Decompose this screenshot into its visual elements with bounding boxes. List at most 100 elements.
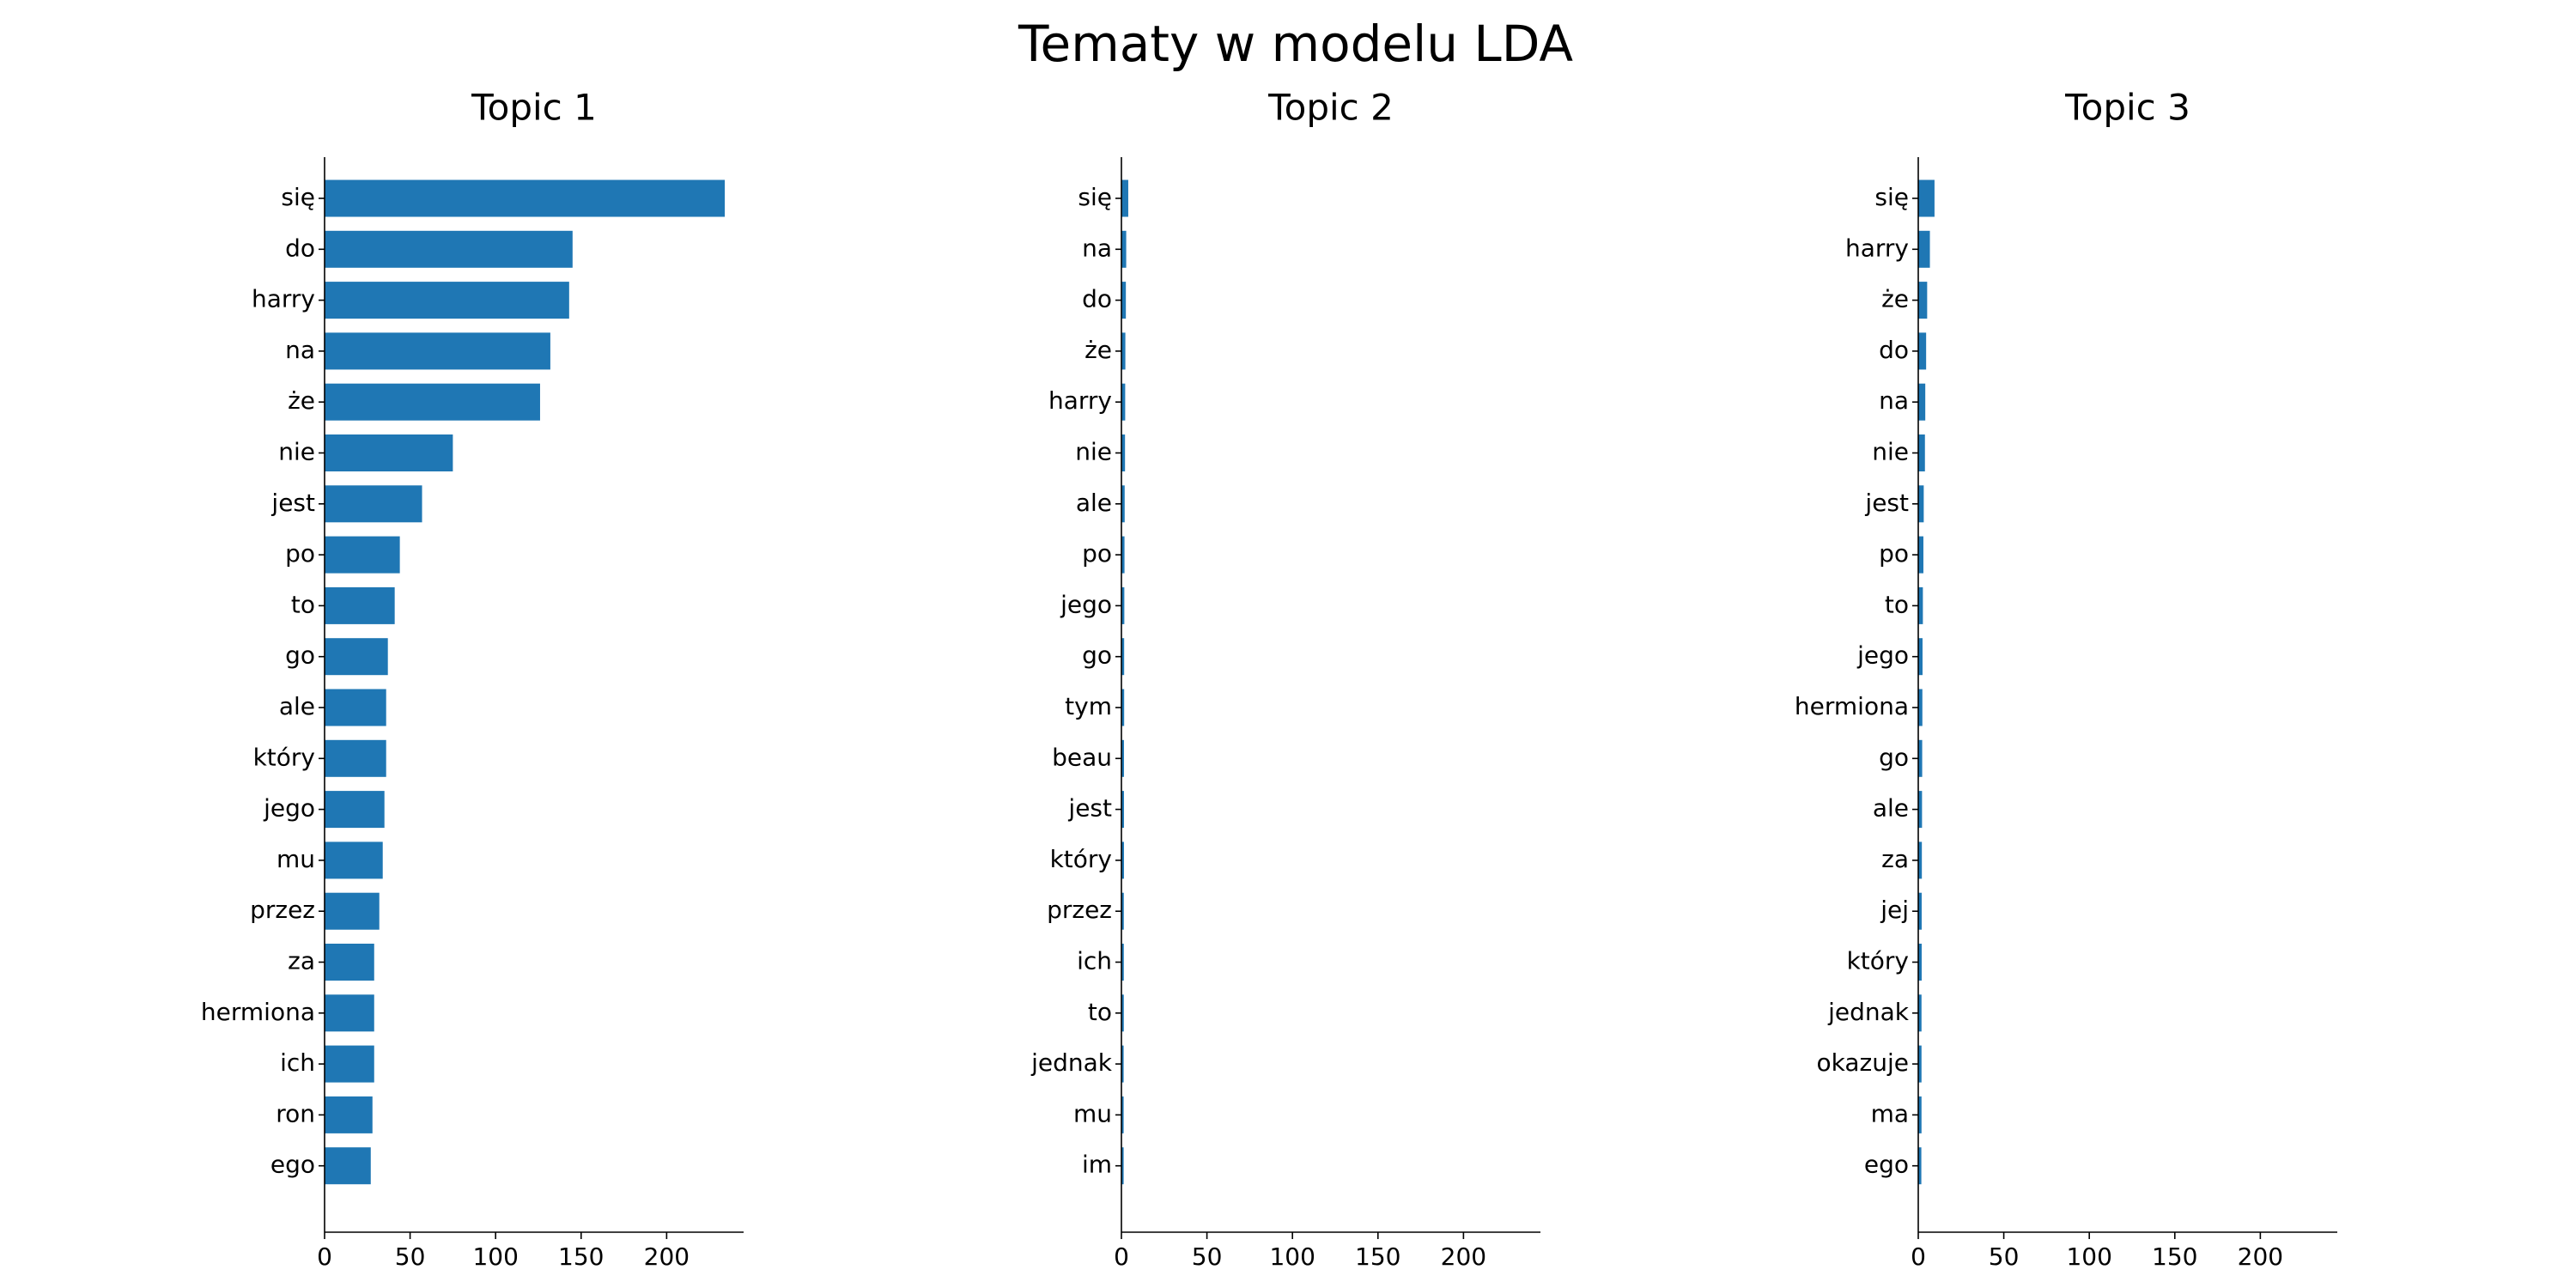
bar-jednak [1121, 1045, 1124, 1083]
y-tick-label: tym [1065, 692, 1112, 720]
bar-do [325, 230, 573, 268]
bar-na [1121, 230, 1127, 268]
y-tick-label: jest [270, 489, 315, 517]
x-tick-label: 100 [1269, 1242, 1315, 1271]
y-tick-label: ego [270, 1151, 315, 1179]
subplot-topic-1: Topic 1 się do harry na że nie jest po to go ale któ… [201, 87, 744, 1271]
subplot-topic-3: Topic 3 się harry że do na nie jest po to jego herm… [1795, 87, 2337, 1271]
y-tick-label: nie [278, 438, 315, 466]
bar-ich [1121, 944, 1124, 981]
bar-ma [1918, 1096, 1922, 1133]
bar-okazuje [1918, 1045, 1922, 1083]
figure-title: Tematy w modelu LDA [1018, 15, 1573, 73]
bar-go [1121, 638, 1125, 676]
bar-nie [325, 434, 453, 471]
bar-się [325, 179, 726, 217]
x-tick-label: 50 [1989, 1242, 2020, 1271]
bar-to [1121, 994, 1124, 1032]
y-tick-label: nie [1075, 438, 1112, 466]
y-tick-label: to [291, 590, 315, 618]
bar-mu [1121, 1096, 1124, 1133]
y-tick-label: ich [280, 1048, 315, 1077]
bar-do [1918, 332, 1927, 370]
bar-to [1918, 586, 1923, 624]
x-tick-label: 50 [395, 1242, 426, 1271]
bar-hermiona [325, 994, 374, 1032]
y-tick-label: jego [1856, 641, 1909, 670]
x-tick-label: 200 [1441, 1242, 1486, 1271]
bar-ale [325, 689, 386, 726]
y-tick-label: do [1879, 336, 1909, 364]
bar-ale [1918, 791, 1923, 829]
y-tick-label: mu [276, 845, 315, 873]
bar-przez [325, 892, 380, 930]
y-tick-label: jego [263, 794, 315, 823]
bar-nie [1918, 434, 1925, 471]
subplot-title: Topic 2 [1267, 87, 1394, 129]
y-tick-label: po [1082, 539, 1112, 568]
y-tick-label: harry [1048, 386, 1112, 415]
y-tick-label: jest [1067, 794, 1112, 823]
y-tick-label: jego [1060, 590, 1112, 618]
y-tick-label: beau [1052, 743, 1112, 771]
bar-hermiona [1918, 689, 1923, 726]
y-tick-label: nie [1872, 438, 1909, 466]
y-tick-label: się [1874, 183, 1909, 211]
bar-harry [325, 282, 569, 319]
bar-po [1918, 536, 1923, 574]
y-tick-label: harry [252, 285, 315, 313]
x-tick-label: 0 [1114, 1242, 1129, 1271]
x-tick-label: 0 [317, 1242, 332, 1271]
bar-ale [1121, 485, 1125, 523]
y-tick-label: go [1082, 641, 1112, 670]
bar-ron [325, 1096, 373, 1133]
bar-że [1918, 282, 1928, 319]
y-tick-label: jednak [1030, 1048, 1113, 1077]
bar-jej [1918, 892, 1922, 930]
y-tick-label: jest [1864, 489, 1909, 517]
y-tick-label: ale [1873, 794, 1909, 823]
y-tick-label: to [1885, 590, 1909, 618]
y-tick-label: się [281, 183, 315, 211]
y-tick-label: ale [1076, 489, 1112, 517]
subplot-topic-2: Topic 2 się na do że harry nie ale po jego go tym be… [1030, 87, 1540, 1271]
bar-jest [1918, 485, 1924, 523]
x-tick-label: 0 [1911, 1242, 1926, 1271]
bar-jest [325, 485, 422, 523]
bar-beau [1121, 739, 1124, 777]
bar-na [1918, 383, 1926, 421]
y-tick-label: który [1050, 845, 1112, 873]
bar-który [325, 739, 386, 777]
y-tick-label: ego [1864, 1151, 1909, 1179]
x-tick-label: 100 [472, 1242, 518, 1271]
y-tick-label: harry [1845, 234, 1909, 262]
bar-do [1121, 282, 1127, 319]
y-tick-label: który [1847, 947, 1909, 975]
y-tick-label: po [1879, 539, 1909, 568]
bar-jego [1121, 586, 1125, 624]
y-tick-label: mu [1073, 1099, 1112, 1127]
bar-który [1918, 944, 1922, 981]
bar-za [325, 944, 374, 981]
y-tick-label: ron [276, 1099, 315, 1127]
bar-się [1918, 179, 1935, 217]
subplots: Topic 1 się do harry na że nie jest po to go ale któ… [201, 87, 2337, 1271]
y-tick-label: się [1078, 183, 1112, 211]
bar-jest [1121, 791, 1124, 829]
x-tick-label: 200 [644, 1242, 690, 1271]
y-tick-label: go [1879, 743, 1909, 771]
x-tick-label: 150 [2152, 1242, 2197, 1271]
x-tick-label: 150 [558, 1242, 604, 1271]
bar-że [325, 383, 540, 421]
y-tick-label: hermiona [201, 998, 315, 1026]
y-tick-label: okazuje [1817, 1048, 1909, 1077]
y-tick-label: ich [1077, 947, 1112, 975]
y-tick-label: na [285, 336, 315, 364]
bar-go [325, 638, 388, 676]
bar-ego [1918, 1147, 1922, 1185]
x-tick-label: 200 [2238, 1242, 2283, 1271]
bar-mu [325, 841, 383, 879]
subplot-title: Topic 1 [471, 87, 597, 129]
bar-go [1918, 739, 1923, 777]
bar-nie [1121, 434, 1126, 471]
